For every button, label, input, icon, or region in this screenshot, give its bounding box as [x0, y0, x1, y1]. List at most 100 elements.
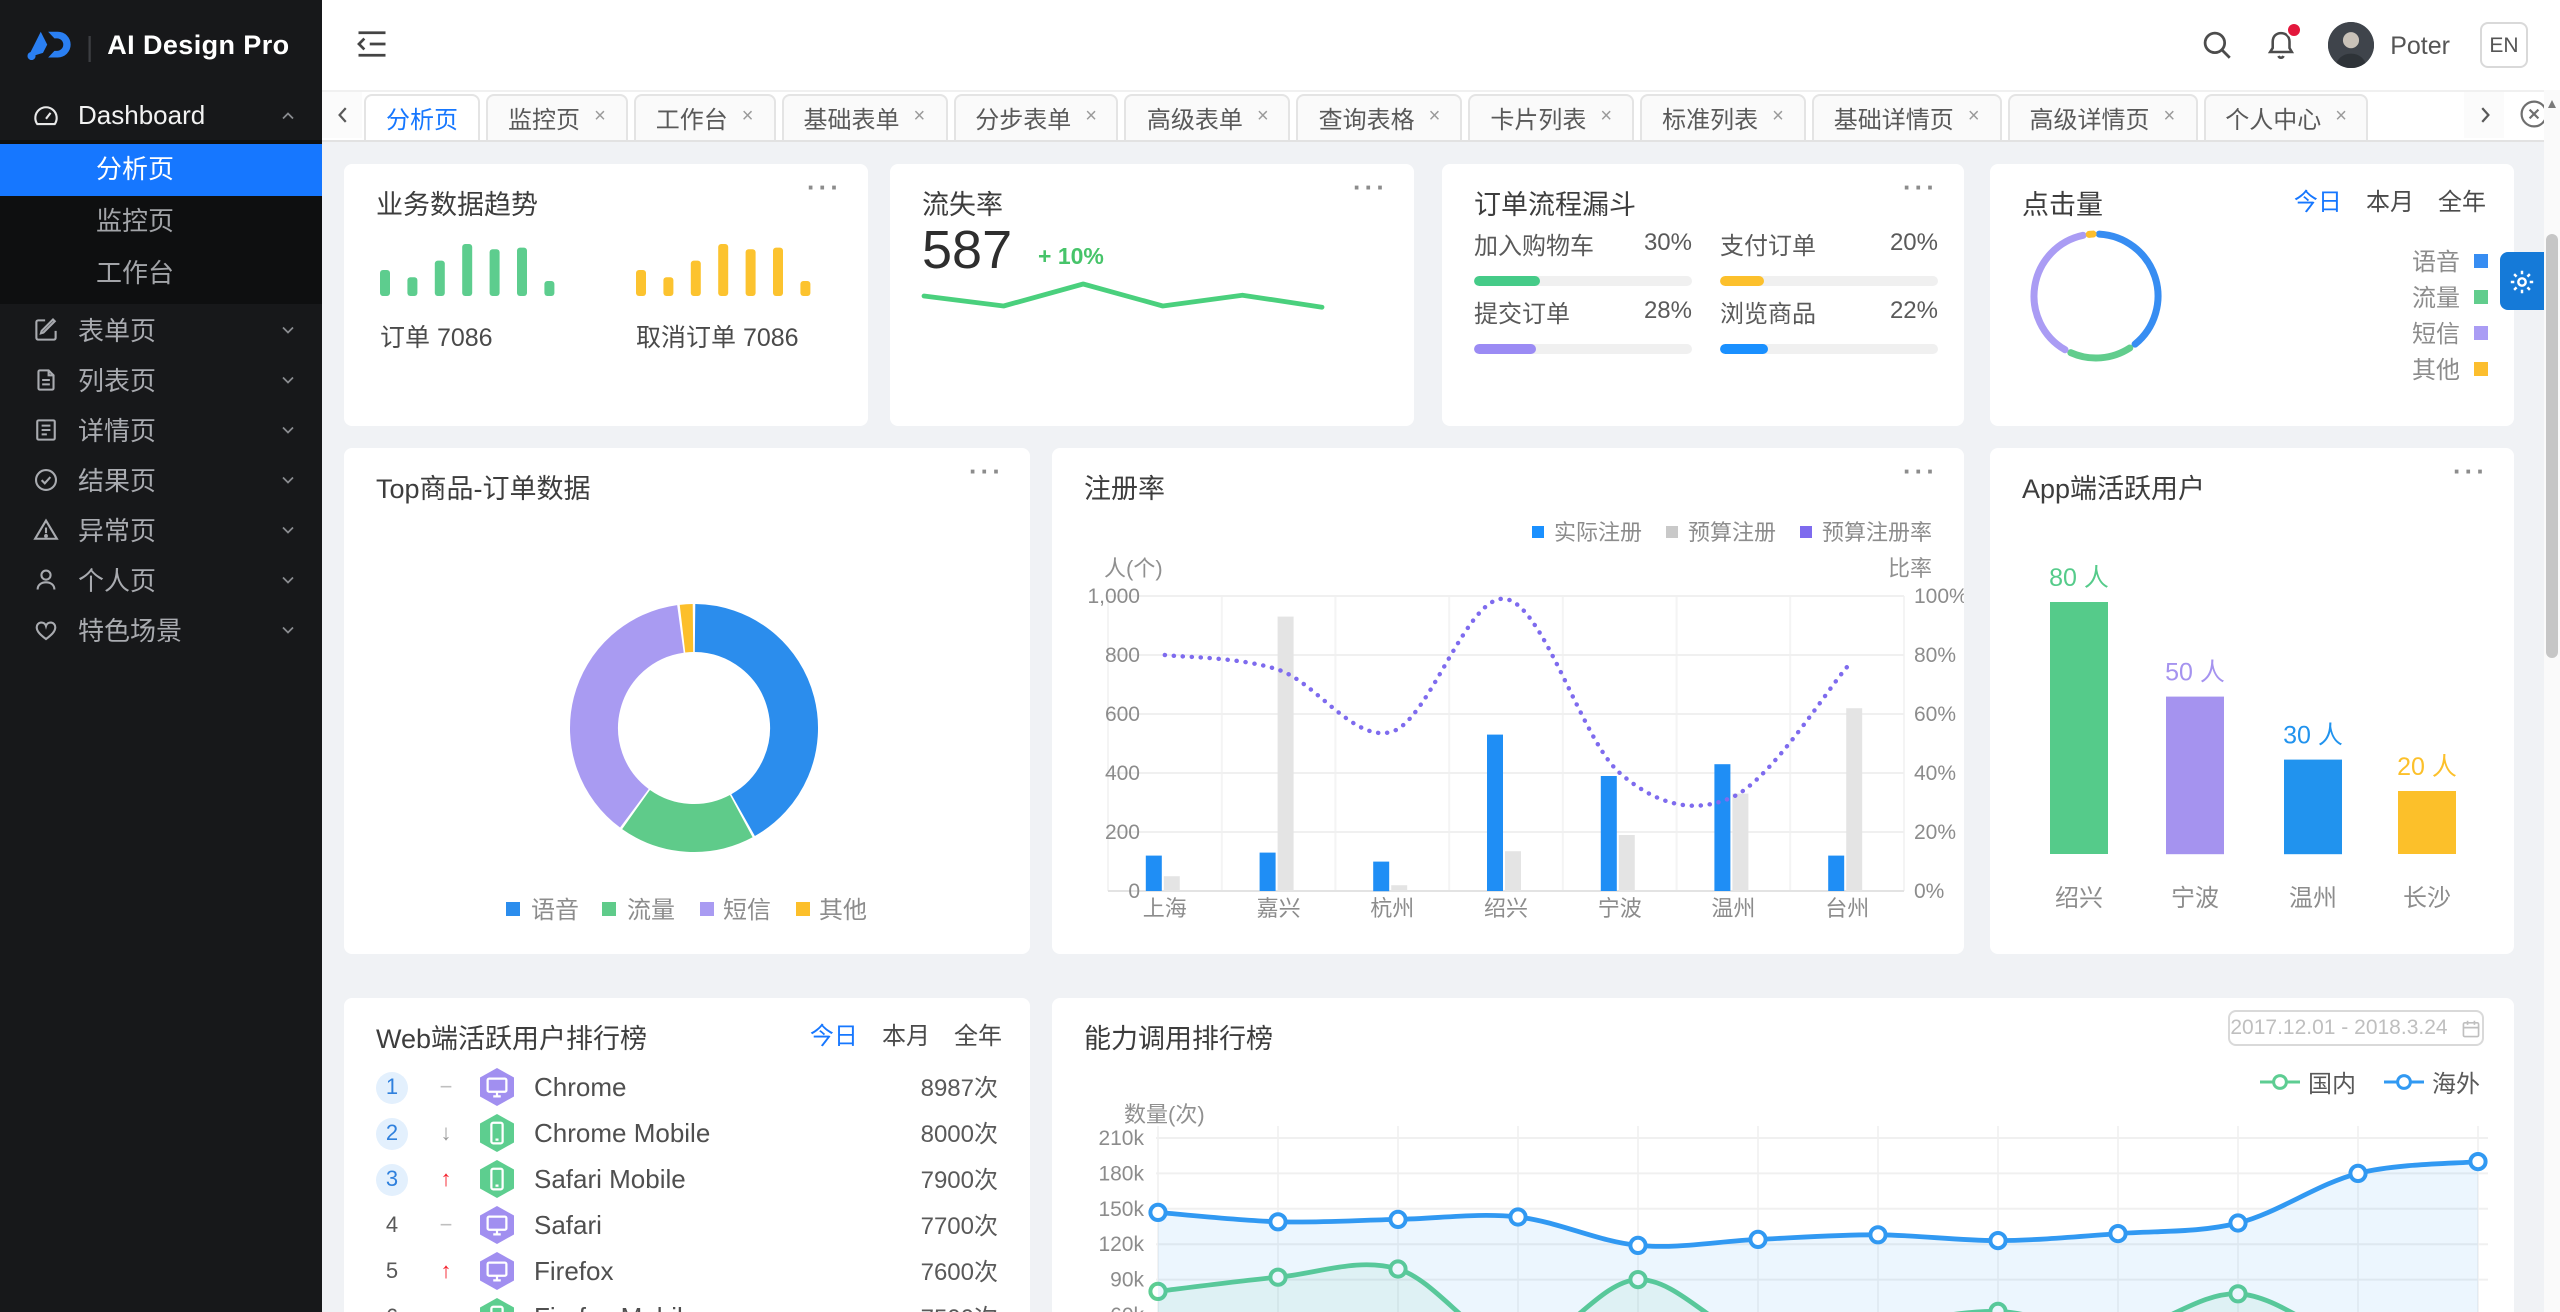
rank-badge: 1: [376, 1071, 408, 1103]
tab[interactable]: 高级表单 ×: [1124, 94, 1291, 140]
sidebar-subitem[interactable]: 监控页: [96, 206, 175, 236]
tab[interactable]: 分析页: [364, 94, 481, 140]
chevron-down-icon: [278, 519, 298, 539]
search-icon[interactable]: [2200, 28, 2234, 62]
progress-track: [1474, 344, 1692, 354]
legend-label: 实际注册: [1554, 522, 1642, 546]
sidebar-subitem[interactable]: 分析页: [0, 144, 322, 196]
close-icon[interactable]: ×: [1085, 106, 1097, 128]
tab[interactable]: 个人中心 ×: [2203, 94, 2369, 140]
sidebar-item-result[interactable]: 结果页: [0, 454, 322, 504]
svg-text:800: 800: [1105, 644, 1140, 667]
chart-canvas: 210k180k150k120k90k60k30k: [1098, 1126, 2488, 1312]
tab-label: 查询表格: [1318, 105, 1415, 133]
svg-text:600: 600: [1105, 703, 1140, 726]
chart-canvas: 1,000 100% 800 80% 600 60% 400 40% 200 20% 0 0% 上海 嘉兴…: [1087, 585, 1964, 921]
sidebar-item-account[interactable]: 个人页: [0, 554, 322, 604]
mobile-icon: [480, 1298, 514, 1312]
date-range-value: 2017.12.01 - 2018.3.24: [2230, 1016, 2448, 1040]
filter-今日[interactable]: 今日: [809, 1022, 858, 1050]
more-icon[interactable]: ···: [2453, 456, 2488, 486]
rank-count: 7700次: [920, 1212, 998, 1240]
card-churn-rate: 流失率 ··· 587 + 10%: [890, 164, 1414, 426]
tab[interactable]: 基础详情页 ×: [1811, 94, 2002, 140]
sidebar-item-form[interactable]: 表单页: [0, 304, 322, 354]
sidebar-item-exception[interactable]: 异常页: [0, 504, 322, 554]
funnel-value: 28%: [1643, 296, 1692, 324]
tab[interactable]: 卡片列表 ×: [1468, 94, 1635, 140]
close-icon[interactable]: ×: [1256, 106, 1269, 128]
close-icon[interactable]: ×: [2163, 106, 2176, 128]
close-icon[interactable]: ×: [2335, 106, 2347, 128]
scrollbar-up-arrow[interactable]: [2547, 100, 2555, 108]
sidebar-subitem[interactable]: 工作台: [96, 258, 175, 288]
svg-text:长沙: 长沙: [2403, 885, 2451, 912]
svg-text:80%: 80%: [1914, 644, 1956, 667]
scrollbar-thumb[interactable]: [2546, 234, 2558, 658]
sidebar-item-dashboard[interactable]: Dashboard: [0, 90, 322, 140]
tab[interactable]: 标准列表 ×: [1640, 94, 1806, 140]
tab[interactable]: 分步表单 ×: [953, 94, 1119, 140]
avatar[interactable]: [2328, 22, 2375, 68]
bell-icon[interactable]: [2264, 22, 2303, 62]
svg-text:80 人: 80 人: [2049, 564, 2109, 592]
filter-本月[interactable]: 本月: [881, 1022, 930, 1050]
tab[interactable]: 高级详情页 ×: [2007, 94, 2198, 140]
close-icon[interactable]: ×: [1600, 106, 1613, 128]
more-icon[interactable]: ···: [807, 172, 842, 202]
legend-item: 预算注册: [1666, 516, 1776, 548]
heart-icon: [32, 615, 60, 643]
tab[interactable]: 工作台 ×: [633, 94, 776, 140]
tab-label: 分析页: [386, 105, 459, 133]
date-range-input[interactable]: 2017.12.01 - 2018.3.24: [2228, 1010, 2484, 1046]
more-icon[interactable]: ···: [1353, 172, 1388, 202]
close-icon[interactable]: ×: [741, 106, 754, 128]
close-icon[interactable]: ×: [1428, 106, 1441, 128]
tabs-scroll-left-icon[interactable]: [322, 90, 362, 138]
more-icon[interactable]: ···: [1903, 456, 1938, 486]
close-icon[interactable]: ×: [913, 106, 926, 128]
user-name[interactable]: Poter: [2390, 31, 2450, 59]
sidebar-item-feature[interactable]: 特色场景: [0, 604, 322, 654]
svg-text:30 人: 30 人: [2283, 722, 2343, 750]
detail-icon: [32, 415, 60, 443]
card-order-funnel: 订单流程漏斗 ··· 加入购物车 30% 支付订单 20% 提交订单 28% 浏览商品 22%: [1442, 164, 1964, 426]
more-icon[interactable]: ···: [1903, 172, 1938, 202]
rank-badge: 2: [376, 1117, 408, 1149]
sidebar-item-label: 详情页: [78, 416, 157, 446]
filter-全年[interactable]: 全年: [2437, 188, 2486, 216]
progress-fill: [1474, 344, 1536, 354]
svg-text:温州: 温州: [1711, 896, 1755, 921]
legend-swatch: [1666, 526, 1678, 538]
logo[interactable]: | AI Design Pro: [0, 0, 322, 90]
svg-text:0: 0: [1128, 880, 1140, 903]
rank-row: 3 ↑ Safari Mobile 7900次: [376, 1156, 998, 1202]
tab[interactable]: 基础表单 ×: [781, 94, 948, 140]
sidebar-item-label: 异常页: [78, 516, 157, 546]
close-icon[interactable]: ×: [1772, 106, 1784, 128]
filter-全年[interactable]: 全年: [953, 1022, 1002, 1050]
svg-text:嘉兴: 嘉兴: [1257, 896, 1301, 921]
line-legend: 国内 海外: [2259, 1066, 2480, 1100]
sidebar-item-label: 列表页: [78, 366, 157, 396]
chevron-down-icon: [278, 319, 298, 339]
close-icon[interactable]: ×: [594, 106, 606, 128]
card-title: 点击量: [2022, 190, 2103, 220]
close-icon[interactable]: ×: [1967, 106, 1980, 128]
settings-button[interactable]: [2500, 252, 2544, 310]
more-icon[interactable]: ···: [969, 456, 1004, 486]
card-title: App端活跃用户: [2022, 474, 2206, 504]
tab[interactable]: 监控页 ×: [486, 94, 628, 140]
filter-今日[interactable]: 今日: [2293, 188, 2342, 216]
funnel-value: 20%: [1889, 228, 1938, 256]
sidebar-item-label: 结果页: [78, 466, 157, 496]
scrollbar[interactable]: [2544, 90, 2560, 1312]
rank-name: Chrome Mobile: [534, 1118, 711, 1148]
filter-本月[interactable]: 本月: [2365, 188, 2414, 216]
tab[interactable]: 查询表格 ×: [1296, 94, 1463, 140]
language-button[interactable]: EN: [2480, 22, 2528, 68]
sidebar-item-detail[interactable]: 详情页: [0, 404, 322, 454]
sidebar-item-list[interactable]: 列表页: [0, 354, 322, 404]
menu-fold-icon[interactable]: [354, 26, 390, 62]
tabs-scroll-right-icon[interactable]: [2464, 90, 2504, 138]
